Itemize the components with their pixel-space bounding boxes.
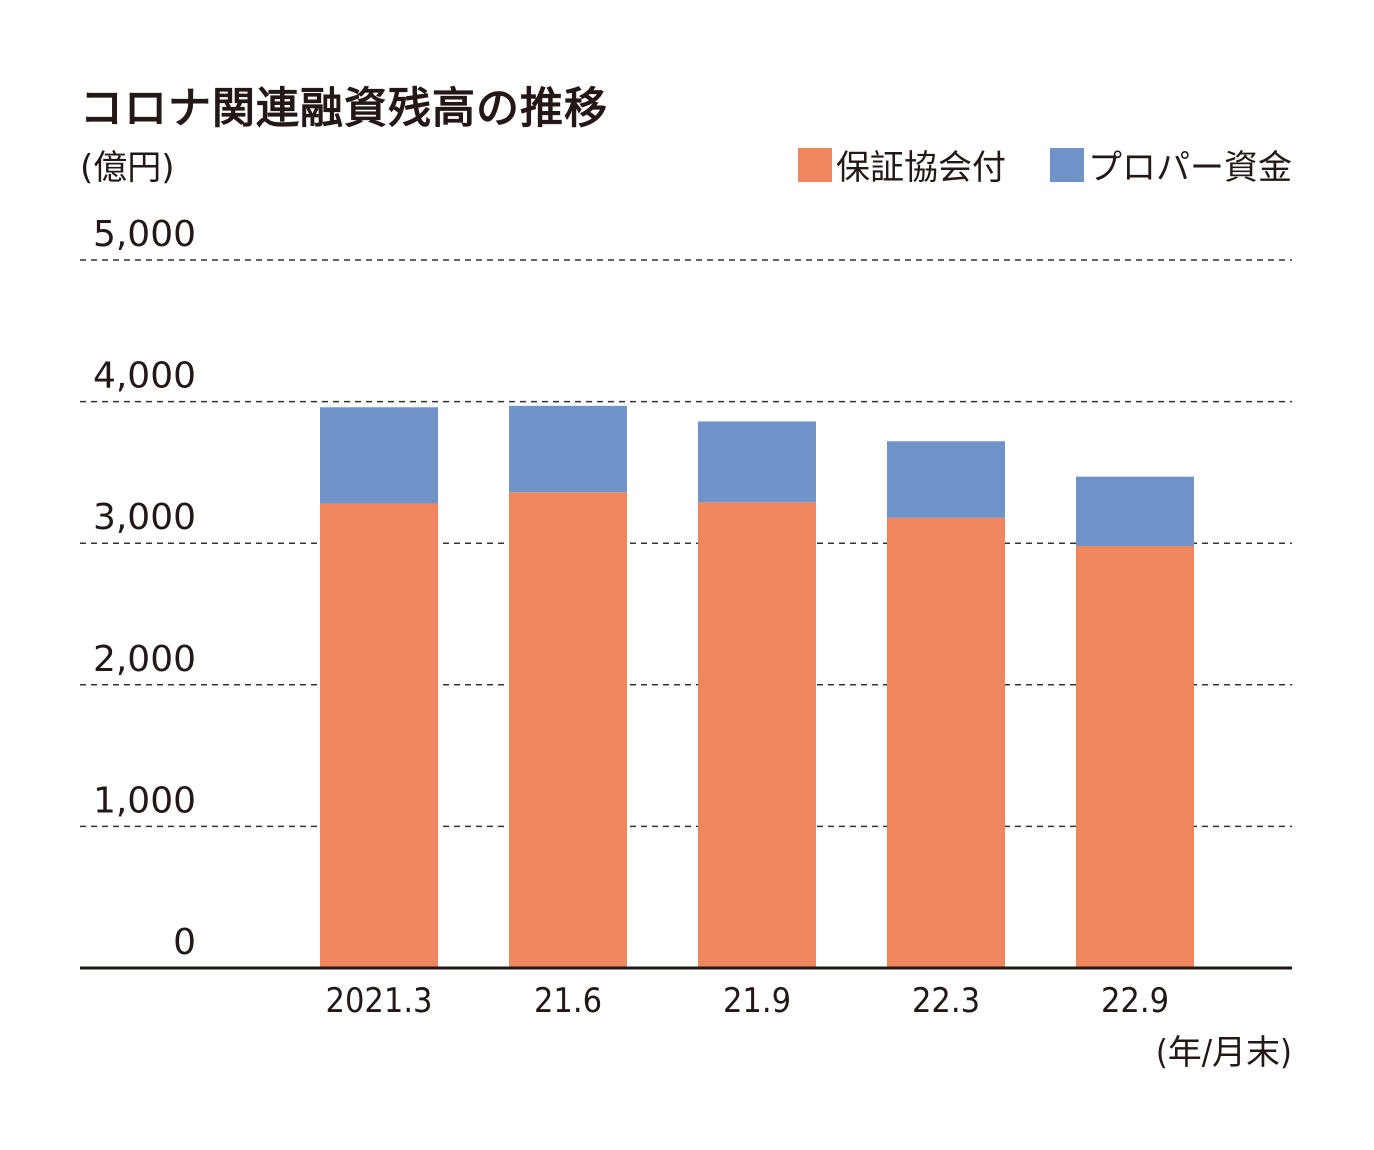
bar-guarantee xyxy=(509,492,627,968)
legend: 保証協会付 プロパー資金 xyxy=(754,140,1292,189)
bar-proper xyxy=(1076,476,1194,547)
y-tick-label: 4,000 xyxy=(93,356,196,397)
bar-guarantee xyxy=(1076,546,1194,968)
legend-item-guarantee: 保証協会付 xyxy=(798,140,1006,189)
y-tick-label: 1,000 xyxy=(93,780,196,821)
y-unit-label: (億円) xyxy=(80,148,175,188)
y-tick-label: 5,000 xyxy=(93,214,196,255)
bar-guarantee xyxy=(320,503,438,968)
legend-swatch-proper xyxy=(1050,147,1084,182)
y-tick-label: 2,000 xyxy=(93,639,196,680)
bar-proper xyxy=(320,407,438,504)
bar-guarantee xyxy=(887,517,1005,968)
bar-guarantee xyxy=(698,502,816,968)
legend-item-proper: プロパー資金 xyxy=(1050,140,1292,189)
bar-proper xyxy=(887,441,1005,518)
bar-proper xyxy=(698,421,816,503)
legend-label-guarantee: 保証協会付 xyxy=(836,148,1006,188)
x-tick-label: 21.6 xyxy=(534,981,602,1021)
chart-title: コロナ関連融資残高の推移 xyxy=(80,84,608,134)
x-tick-label: 21.9 xyxy=(723,981,791,1021)
y-tick-label: 3,000 xyxy=(93,497,196,538)
x-unit-label: (年/月末) xyxy=(1156,1033,1292,1073)
bar-proper xyxy=(509,405,627,493)
y-tick-label: 0 xyxy=(173,922,196,963)
x-tick-label: 22.3 xyxy=(912,981,980,1021)
legend-swatch-guarantee xyxy=(798,147,832,182)
x-tick-label: 22.9 xyxy=(1101,981,1169,1021)
x-tick-label: 2021.3 xyxy=(326,981,433,1021)
legend-label-proper: プロパー資金 xyxy=(1088,148,1292,188)
